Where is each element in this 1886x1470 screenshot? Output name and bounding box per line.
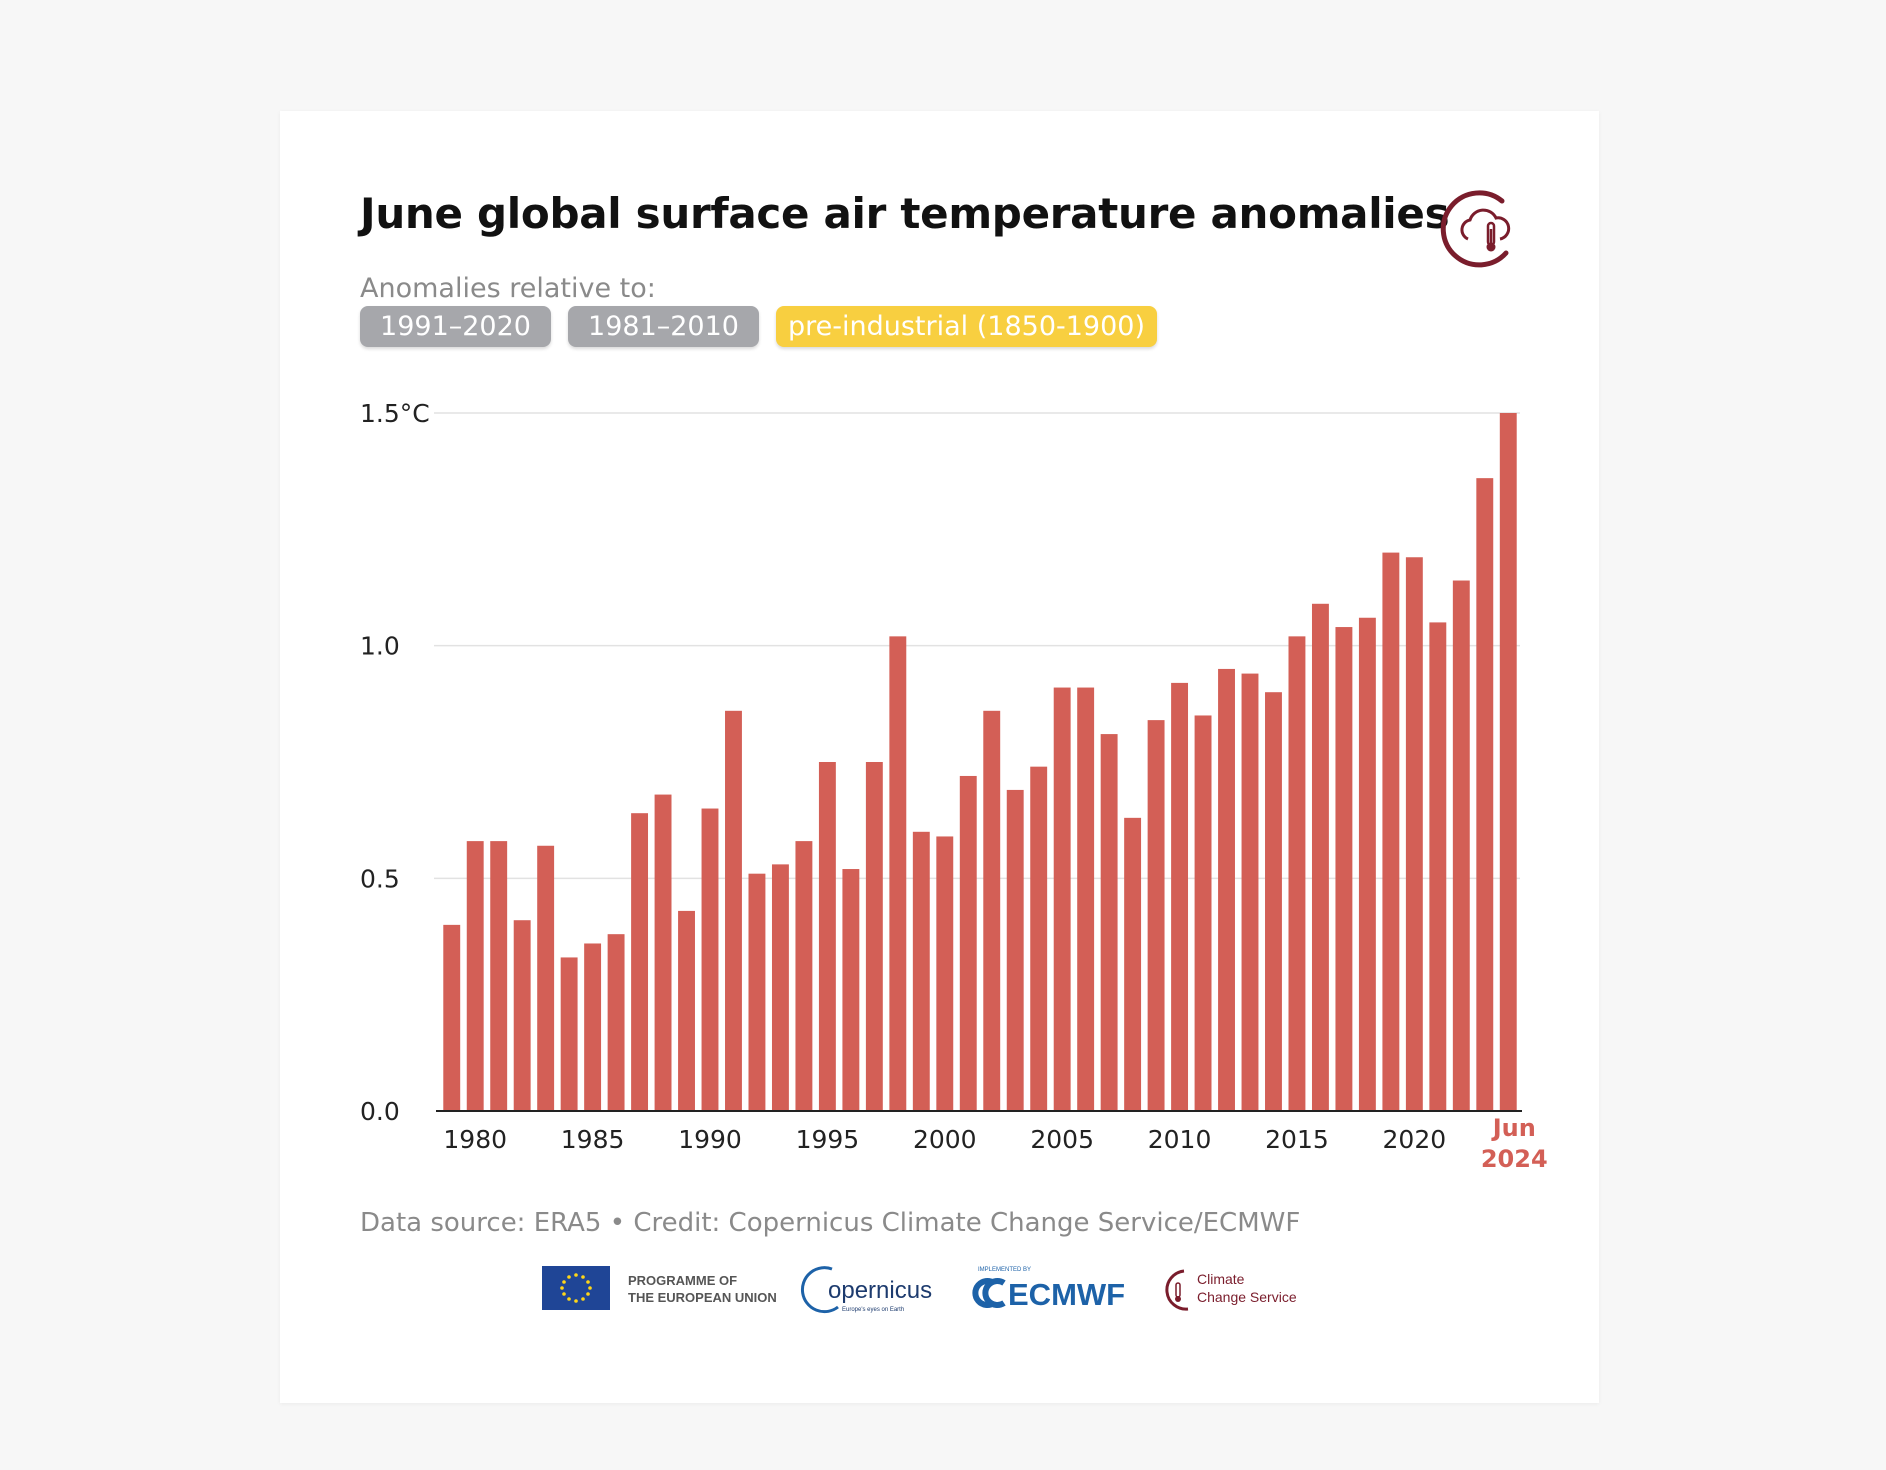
bar-2022 — [1452, 580, 1470, 1111]
chart-title: June global surface air temperature anom… — [360, 189, 1450, 238]
bar-2004 — [1030, 766, 1048, 1111]
baseline-1991-2020-button[interactable]: 1991–2020 — [360, 306, 551, 347]
bar-1982 — [513, 920, 531, 1111]
bar-2024 — [1499, 413, 1517, 1111]
data-source-credit: Data source: ERA5 • Credit: Copernicus C… — [360, 1208, 1301, 1238]
copernicus-logo: opernicus Europe's eyes on Earth — [800, 1266, 932, 1314]
eu-flag-icon — [542, 1266, 610, 1310]
c3s-label-line2: Change Service — [1197, 1289, 1297, 1305]
bar-chart: 0.0 0.5 1.0 1.5°C 1980 1985 1990 1995 2000 2005 20… — [360, 399, 1548, 1173]
y-tick-label: 0.5 — [360, 864, 400, 893]
bar-1994 — [795, 841, 813, 1111]
y-tick-label: 1.0 — [360, 632, 400, 661]
x-tick-label: 2000 — [913, 1125, 977, 1154]
bar-2013 — [1241, 673, 1259, 1111]
x-tick-label: 1980 — [443, 1125, 507, 1154]
x-tick-label: 1995 — [796, 1125, 860, 1154]
baseline-subtitle: Anomalies relative to: — [360, 273, 656, 304]
x-tick-label: 2015 — [1265, 1125, 1329, 1154]
bar-1998 — [889, 636, 907, 1111]
bar-2014 — [1265, 692, 1282, 1111]
baseline-1981-2010-button[interactable]: 1981–2010 — [568, 306, 759, 347]
bar-2011 — [1194, 715, 1212, 1111]
ecmwf-logo: IMPLEMENTED BY ECMWF — [972, 1267, 1125, 1312]
bar-1983 — [537, 845, 555, 1111]
ecmwf-wordmark: ECMWF — [1008, 1277, 1125, 1312]
latest-year-label: 2024 — [1481, 1145, 1548, 1173]
x-tick-label: 1985 — [561, 1125, 625, 1154]
bar-1981 — [490, 841, 508, 1111]
baseline-preindustrial-button[interactable]: pre-industrial (1850-1900) — [776, 306, 1157, 347]
bar-2017 — [1335, 627, 1353, 1111]
bar-2002 — [983, 710, 1001, 1111]
bar-1984 — [560, 957, 578, 1111]
bar-2023 — [1476, 478, 1494, 1111]
bar-2010 — [1171, 682, 1189, 1111]
bar-1989 — [678, 910, 695, 1111]
x-tick-label: 2010 — [1148, 1125, 1212, 1154]
bar-1997 — [865, 762, 883, 1111]
bar-2000 — [936, 836, 954, 1111]
chart-card: June global surface air temperature anom… — [280, 111, 1599, 1403]
bar-1991 — [725, 710, 742, 1111]
bar-2016 — [1311, 603, 1329, 1111]
x-tick-label: 1990 — [678, 1125, 742, 1154]
bar-2021 — [1429, 622, 1447, 1111]
c3s-label-line1: Climate — [1197, 1271, 1245, 1287]
bar-1985 — [584, 943, 602, 1111]
bar-2008 — [1124, 817, 1142, 1111]
c3s-logo: Climate Change Service — [1165, 1269, 1297, 1311]
bar-1996 — [842, 869, 860, 1111]
bar-1988 — [654, 794, 672, 1111]
copernicus-tagline: Europe's eyes on Earth — [842, 1307, 904, 1313]
partner-logos: PROGRAMME OF THE EUROPEAN UNION opernicu… — [542, 1266, 1297, 1314]
eu-label-line1: PROGRAMME OF — [628, 1273, 737, 1288]
x-tick-label: 2005 — [1030, 1125, 1094, 1154]
bar-1999 — [912, 831, 930, 1111]
y-tick-label: 0.0 — [360, 1097, 400, 1126]
bar-1980 — [466, 841, 484, 1111]
bar-2020 — [1405, 557, 1423, 1111]
bar-1993 — [771, 864, 789, 1111]
bar-2001 — [959, 775, 977, 1111]
bar-1986 — [607, 934, 625, 1111]
bar-1992 — [748, 873, 766, 1111]
bar-1979 — [443, 924, 461, 1111]
eu-label-line2: THE EUROPEAN UNION — [628, 1290, 777, 1305]
bar-1987 — [631, 813, 649, 1111]
bar-1990 — [701, 808, 719, 1111]
copernicus-wordmark: opernicus — [828, 1277, 932, 1304]
bar-2006 — [1077, 687, 1095, 1111]
bar-2015 — [1288, 636, 1306, 1111]
x-tick-label: 2020 — [1383, 1125, 1447, 1154]
bar-2005 — [1053, 687, 1071, 1111]
bar-2007 — [1100, 734, 1118, 1111]
climate-service-logo — [1440, 190, 1511, 268]
bar-2009 — [1147, 720, 1165, 1111]
bar-1995 — [818, 762, 836, 1111]
bar-2019 — [1382, 552, 1400, 1111]
bar-2003 — [1006, 789, 1024, 1111]
ecmwf-tagline: IMPLEMENTED BY — [978, 1267, 1031, 1273]
y-tick-label: 1.5°C — [360, 399, 430, 428]
bar-2018 — [1358, 617, 1376, 1111]
bar-2012 — [1218, 668, 1235, 1111]
latest-month-label: Jun — [1491, 1114, 1536, 1142]
